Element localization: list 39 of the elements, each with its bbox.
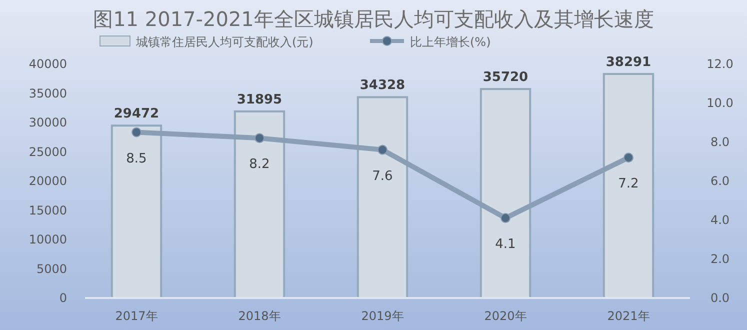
legend-label: 比上年增长(%) xyxy=(410,35,491,49)
y2-tick-label: 0.0 xyxy=(710,291,730,305)
y2-tick-label: 4.0 xyxy=(710,213,730,227)
point xyxy=(378,144,388,155)
y-tick-label: 5000 xyxy=(36,262,67,276)
x-tick-label: 2018年 xyxy=(238,309,281,323)
x-tick-label: 2017年 xyxy=(115,309,158,323)
point xyxy=(500,213,510,224)
data-label: 29472 xyxy=(114,106,160,122)
data-label: 7.6 xyxy=(372,168,393,184)
y2-tick-label: 12.0 xyxy=(706,57,734,71)
y-tick-label: 30000 xyxy=(28,116,67,130)
point xyxy=(132,127,142,138)
y-tick-label: 25000 xyxy=(28,144,67,159)
y2-tick-label: 8.0 xyxy=(710,135,730,149)
data-label: 7.2 xyxy=(618,176,639,192)
y-tick-label: 10000 xyxy=(28,232,67,246)
x-tick-label: 2019年 xyxy=(361,309,404,323)
y2-tick-label: 2.0 xyxy=(710,252,730,266)
legend-label: 城镇常住居民人均可支配收入(元) xyxy=(135,35,314,49)
y2-tick-label: 6.0 xyxy=(710,174,730,188)
y-tick-label: 35000 xyxy=(28,86,67,100)
data-label: 4.1 xyxy=(495,237,516,252)
data-label: 31895 xyxy=(236,92,282,108)
point xyxy=(254,133,264,144)
x-tick-label: 2021年 xyxy=(607,309,650,323)
point xyxy=(624,152,634,163)
y2-tick-label: 10.0 xyxy=(706,96,734,110)
y-tick-label: 15000 xyxy=(28,203,67,218)
data-label: 35720 xyxy=(482,70,528,86)
data-label: 8.2 xyxy=(249,157,270,172)
x-tick-label: 2020年 xyxy=(484,309,527,323)
data-label: 38291 xyxy=(606,55,652,70)
data-label: 8.5 xyxy=(126,151,147,166)
y-tick-label: 20000 xyxy=(28,174,67,188)
y-tick-label: 0 xyxy=(59,291,67,305)
chart-title: 图11 2017-2021年全区城镇居民人均可支配收入及其增长速度 xyxy=(93,7,654,31)
data-label: 34328 xyxy=(360,78,406,94)
y-tick-label: 40000 xyxy=(28,57,67,71)
